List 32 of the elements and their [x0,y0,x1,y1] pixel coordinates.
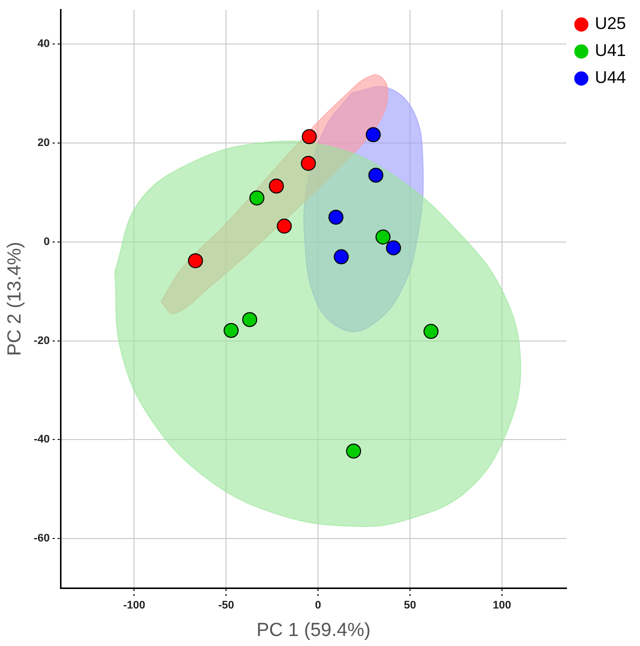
point [423,324,438,339]
point [346,444,362,459]
point [386,240,401,256]
point [302,129,317,144]
legend-label: U44 [594,68,626,88]
legend-label: U41 [594,41,626,60]
point [334,249,349,264]
point [188,253,203,268]
legend-label: U25 [594,14,626,34]
point [249,190,264,206]
x-tick-label: 100 [492,600,512,612]
y-tick-label: -20 [34,334,50,347]
x-tick-label: -100 [123,600,146,612]
point [368,168,384,183]
y-tick-label: 0 [44,236,50,248]
x-tick-label: 0 [315,600,322,612]
point [224,322,239,338]
point [276,218,292,234]
point [268,178,284,194]
point [300,156,316,171]
y-axis-title: PC 2 (13.4%) [4,242,26,356]
point [242,312,258,328]
x-tick-label: -50 [218,600,234,612]
point [366,127,381,142]
point [376,230,391,245]
y-tick-label: -40 [34,434,50,446]
x-tick-label: 50 [404,600,416,612]
y-tick-label: -60 [34,532,50,545]
point [328,210,344,225]
y-tick-label: 40 [37,38,50,50]
x-axis-title: PC 1 (59.4%) [256,620,371,641]
y-tick-label: 20 [37,137,50,150]
